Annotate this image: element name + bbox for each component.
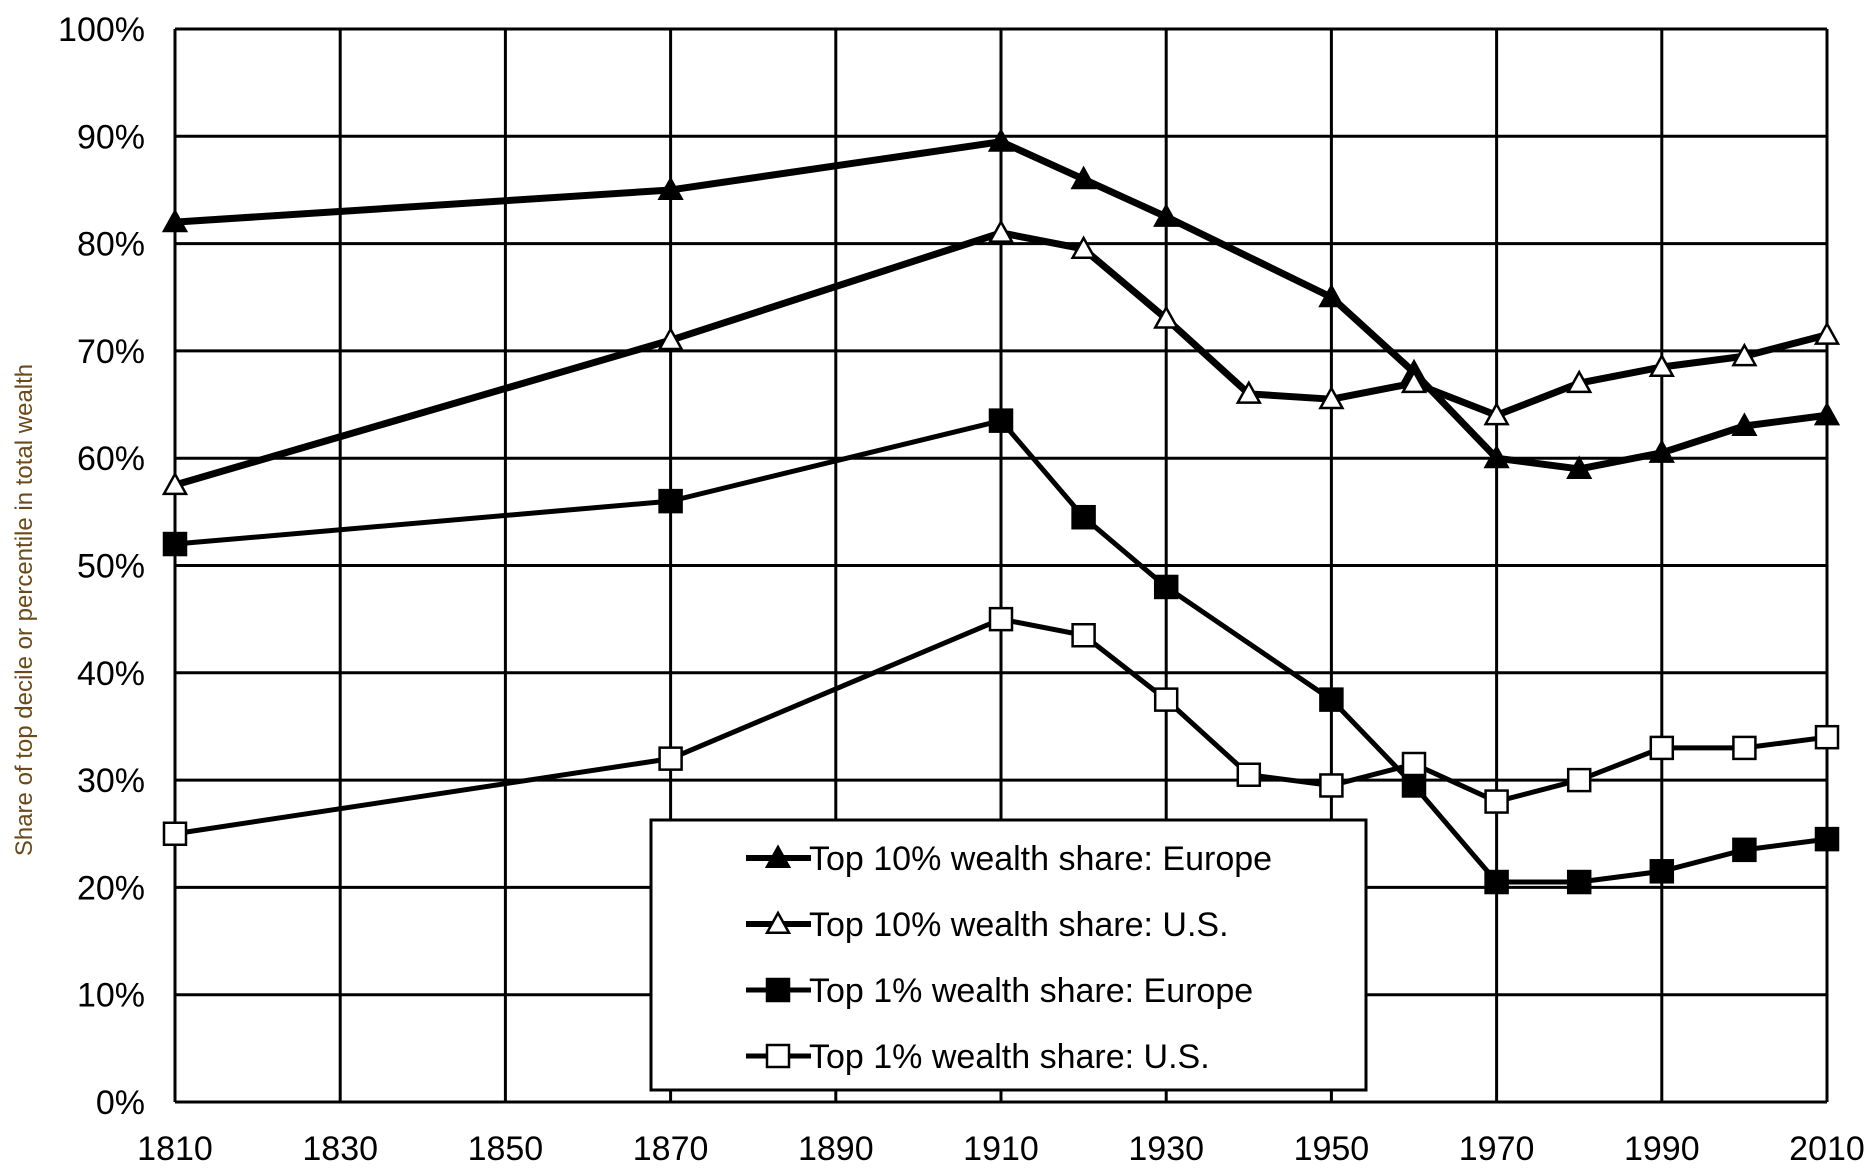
y-axis-title: Share of top decile or percentile in tot…: [11, 364, 38, 856]
data-point: [1071, 504, 1096, 530]
data-point: [1483, 401, 1510, 426]
legend-item: Top 1% wealth share: Europe: [746, 972, 1253, 1010]
data-point: [1153, 305, 1180, 329]
data-point: [987, 128, 1015, 152]
y-tick-label: 30%: [77, 762, 145, 800]
data-point: [658, 488, 683, 514]
data-point: [1649, 735, 1675, 761]
legend-label: Top 10% wealth share: U.S.: [809, 906, 1229, 944]
y-tick-label: 20%: [77, 869, 145, 907]
data-point: [161, 471, 189, 496]
data-point: [1318, 385, 1345, 410]
series-3: [162, 408, 1840, 895]
y-tick-label: 60%: [77, 440, 145, 478]
data-point: [1731, 342, 1758, 367]
data-point: [1566, 369, 1593, 394]
legend-label: Top 1% wealth share: Europe: [809, 972, 1253, 1010]
x-tick-label: 1970: [1459, 1130, 1535, 1168]
data-point: [1732, 837, 1757, 863]
y-tick-label: 50%: [77, 548, 145, 586]
data-point: [1071, 622, 1096, 648]
data-point: [1070, 165, 1097, 190]
legend-swatch-marker: [764, 910, 792, 935]
data-point: [1648, 353, 1675, 378]
data-point: [1070, 235, 1097, 260]
data-point: [1731, 412, 1758, 437]
data-point: [658, 746, 683, 771]
x-tick-label: 1890: [798, 1130, 874, 1168]
chart-grid: [173, 27, 1829, 1104]
legend-swatch-marker: [765, 977, 791, 1003]
y-tick-label: 40%: [77, 655, 145, 693]
data-point: [1319, 687, 1344, 712]
data-point: [1484, 789, 1509, 814]
data-point: [988, 408, 1014, 433]
legend-item: Top 1% wealth share: U.S.: [746, 1038, 1210, 1076]
x-tick-label: 1930: [1128, 1130, 1204, 1168]
data-point: [1153, 687, 1179, 712]
x-tick-label: 1850: [468, 1130, 544, 1168]
x-tick-label: 1830: [302, 1130, 378, 1168]
data-point: [1153, 574, 1179, 600]
series-2: [161, 219, 1841, 496]
x-tick-label: 1950: [1294, 1130, 1370, 1168]
legend-item: Top 10% wealth share: Europe: [746, 840, 1272, 878]
series-line: [174, 138, 1828, 473]
data-point: [162, 531, 188, 557]
series-4: [162, 606, 1840, 846]
data-point: [1648, 439, 1675, 463]
data-point: [1566, 767, 1592, 793]
y-tick-label: 80%: [77, 226, 145, 264]
x-tick-label: 2010: [1789, 1130, 1865, 1168]
data-point: [1235, 380, 1262, 404]
x-tick-label: 1990: [1624, 1130, 1700, 1168]
chart-axes: 0% 10% 20% 30% 40% 50% 60% 70% 80% 90% 100% 1810 183…: [58, 11, 1865, 1168]
data-point: [1153, 203, 1180, 227]
data-point: [1566, 455, 1593, 479]
legend-swatch-marker: [764, 844, 792, 869]
data-point: [1318, 283, 1345, 308]
data-point: [1401, 751, 1427, 777]
y-tick-label: 70%: [77, 333, 145, 371]
series-1: [161, 128, 1841, 479]
data-point: [1813, 401, 1841, 426]
data-point: [1236, 762, 1262, 787]
y-tick-label: 90%: [77, 118, 145, 156]
legend-label: Top 10% wealth share: Europe: [809, 840, 1272, 878]
data-point: [657, 176, 684, 200]
y-tick-label: 100%: [58, 11, 145, 49]
data-point: [1401, 773, 1427, 798]
data-point: [988, 606, 1014, 632]
data-point: [1813, 321, 1841, 345]
data-point: [1566, 869, 1592, 895]
data-point: [1400, 369, 1428, 394]
data-point: [1649, 859, 1675, 884]
legend-label: Top 1% wealth share: U.S.: [809, 1038, 1210, 1076]
data-point: [657, 326, 684, 351]
data-point: [161, 208, 189, 233]
data-point: [1814, 826, 1840, 852]
legend-swatch-marker: [765, 1043, 791, 1069]
x-tick-label: 1910: [963, 1130, 1039, 1168]
legend-item: Top 10% wealth share: U.S.: [746, 906, 1229, 944]
data-point: [1319, 773, 1344, 798]
y-tick-label: 0%: [96, 1084, 145, 1122]
x-tick-label: 1810: [137, 1130, 213, 1168]
data-point: [1484, 869, 1509, 895]
y-tick-label: 10%: [77, 977, 145, 1015]
data-point: [1814, 724, 1840, 750]
x-tick-label: 1870: [633, 1130, 709, 1168]
data-point: [1732, 735, 1757, 761]
data-point: [1483, 444, 1510, 469]
data-point: [162, 821, 188, 846]
chart-series: [161, 128, 1841, 895]
series-line: [174, 418, 1828, 885]
data-point: [987, 219, 1015, 243]
chart-legend: Top 10% wealth share: Europe Top 10% weal…: [649, 818, 1368, 1092]
